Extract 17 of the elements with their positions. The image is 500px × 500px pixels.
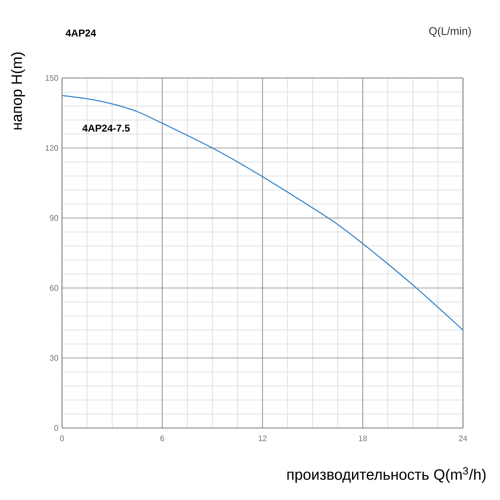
x-tick-label: 18: [358, 436, 367, 442]
x-tick-label: 0: [60, 436, 64, 442]
series-label: 4AP24-7.5: [82, 124, 130, 132]
x-tick-label: 6: [160, 436, 164, 442]
y-tick-label: 0: [54, 425, 58, 431]
y-tick-label: 30: [50, 355, 58, 361]
y-tick-label: 90: [50, 215, 58, 221]
line-series: [62, 94, 464, 330]
x-tick-label: 24: [458, 436, 468, 442]
y-tick-label: 60: [50, 285, 58, 291]
x-tick-label: 12: [258, 436, 267, 442]
y-tick-label: 150: [46, 75, 58, 81]
x-axis-title: производительность Q(m$^{3}$/h): [287, 467, 486, 483]
y-tick-label: 120: [46, 145, 58, 151]
y-axis-title: напор H(m): [11, 52, 25, 130]
x2-axis-title: Q(L/min): [429, 26, 471, 38]
chart-title: 4AP24: [66, 30, 96, 36]
